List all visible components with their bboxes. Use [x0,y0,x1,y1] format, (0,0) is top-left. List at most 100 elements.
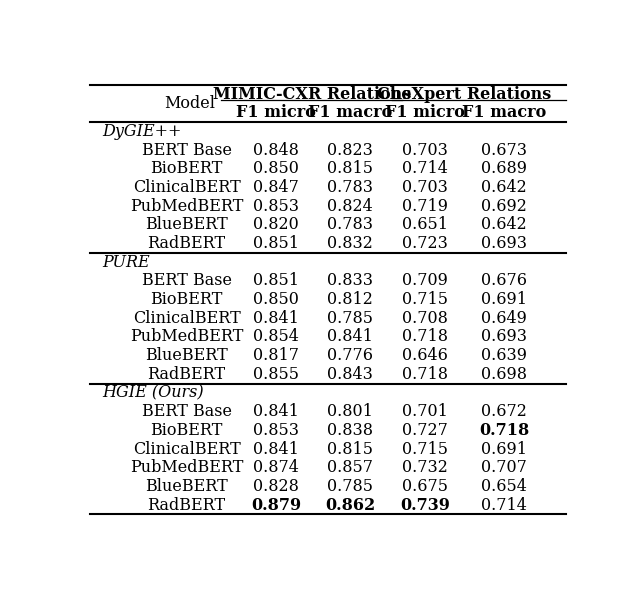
Text: MIMIC-CXR Relations: MIMIC-CXR Relations [213,86,412,103]
Text: DyGIE++: DyGIE++ [102,123,182,140]
Text: RadBERT: RadBERT [148,366,226,383]
Text: 0.853: 0.853 [253,422,299,439]
Text: 0.857: 0.857 [327,459,373,476]
Text: PubMedBERT: PubMedBERT [130,328,243,345]
Text: 0.691: 0.691 [481,441,527,458]
Text: 0.823: 0.823 [328,142,373,159]
Text: ClinicalBERT: ClinicalBERT [132,441,241,458]
Text: 0.783: 0.783 [327,179,373,196]
Text: PubMedBERT: PubMedBERT [130,198,243,215]
Text: 0.718: 0.718 [479,422,529,439]
Text: 0.862: 0.862 [325,497,376,514]
Text: 0.719: 0.719 [402,198,448,215]
Text: 0.642: 0.642 [481,179,527,196]
Text: 0.843: 0.843 [328,366,373,383]
Text: BioBERT: BioBERT [150,291,223,308]
Text: 0.698: 0.698 [481,366,527,383]
Text: F1 macro: F1 macro [308,104,392,121]
Text: BioBERT: BioBERT [150,161,223,178]
Text: 0.841: 0.841 [253,309,299,326]
Text: 0.874: 0.874 [253,459,299,476]
Text: 0.691: 0.691 [481,291,527,308]
Text: 0.672: 0.672 [481,403,527,420]
Text: PubMedBERT: PubMedBERT [130,459,243,476]
Text: CheXpert Relations: CheXpert Relations [377,86,552,103]
Text: 0.639: 0.639 [481,347,527,364]
Text: F1 macro: F1 macro [462,104,546,121]
Text: 0.708: 0.708 [402,309,447,326]
Text: 0.838: 0.838 [327,422,373,439]
Text: 0.718: 0.718 [402,366,448,383]
Text: 0.851: 0.851 [253,272,299,289]
Text: RadBERT: RadBERT [148,235,226,252]
Text: 0.841: 0.841 [328,328,373,345]
Text: BERT Base: BERT Base [141,142,232,159]
Text: 0.723: 0.723 [402,235,447,252]
Text: 0.785: 0.785 [327,309,373,326]
Text: 0.853: 0.853 [253,198,299,215]
Text: ClinicalBERT: ClinicalBERT [132,179,241,196]
Text: 0.727: 0.727 [402,422,447,439]
Text: 0.707: 0.707 [481,459,527,476]
Text: 0.709: 0.709 [402,272,447,289]
Text: 0.841: 0.841 [253,403,299,420]
Text: 0.703: 0.703 [402,142,447,159]
Text: 0.855: 0.855 [253,366,299,383]
Text: 0.714: 0.714 [481,497,527,514]
Text: 0.817: 0.817 [253,347,299,364]
Text: BioBERT: BioBERT [150,422,223,439]
Text: HGIE (Ours): HGIE (Ours) [102,384,204,401]
Text: BlueBERT: BlueBERT [145,216,228,233]
Text: BERT Base: BERT Base [141,403,232,420]
Text: F1 micro: F1 micro [236,104,316,121]
Text: 0.715: 0.715 [402,291,448,308]
Text: 0.854: 0.854 [253,328,299,345]
Text: 0.820: 0.820 [253,216,299,233]
Text: 0.675: 0.675 [402,478,448,495]
Text: Model: Model [164,95,216,112]
Text: 0.850: 0.850 [253,161,299,178]
Text: 0.812: 0.812 [328,291,373,308]
Text: 0.715: 0.715 [402,441,448,458]
Text: 0.654: 0.654 [481,478,527,495]
Text: 0.850: 0.850 [253,291,299,308]
Text: 0.693: 0.693 [481,328,527,345]
Text: BERT Base: BERT Base [141,272,232,289]
Text: 0.785: 0.785 [327,478,373,495]
Text: 0.847: 0.847 [253,179,299,196]
Text: 0.689: 0.689 [481,161,527,178]
Text: 0.776: 0.776 [327,347,373,364]
Text: RadBERT: RadBERT [148,497,226,514]
Text: 0.646: 0.646 [402,347,447,364]
Text: 0.815: 0.815 [327,441,373,458]
Text: 0.693: 0.693 [481,235,527,252]
Text: ClinicalBERT: ClinicalBERT [132,309,241,326]
Text: 0.642: 0.642 [481,216,527,233]
Text: 0.673: 0.673 [481,142,527,159]
Text: 0.828: 0.828 [253,478,299,495]
Text: 0.732: 0.732 [402,459,447,476]
Text: F1 micro: F1 micro [385,104,465,121]
Text: 0.815: 0.815 [327,161,373,178]
Text: 0.832: 0.832 [328,235,373,252]
Text: 0.824: 0.824 [328,198,373,215]
Text: 0.649: 0.649 [481,309,527,326]
Text: 0.848: 0.848 [253,142,299,159]
Text: 0.701: 0.701 [402,403,447,420]
Text: 0.851: 0.851 [253,235,299,252]
Text: 0.783: 0.783 [327,216,373,233]
Text: 0.833: 0.833 [327,272,373,289]
Text: PURE: PURE [102,254,150,271]
Text: 0.718: 0.718 [402,328,448,345]
Text: 0.714: 0.714 [402,161,447,178]
Text: BlueBERT: BlueBERT [145,478,228,495]
Text: 0.676: 0.676 [481,272,527,289]
Text: 0.879: 0.879 [251,497,301,514]
Text: BlueBERT: BlueBERT [145,347,228,364]
Text: 0.703: 0.703 [402,179,447,196]
Text: 0.841: 0.841 [253,441,299,458]
Text: 0.692: 0.692 [481,198,527,215]
Text: 0.739: 0.739 [400,497,450,514]
Text: 0.801: 0.801 [328,403,373,420]
Text: 0.651: 0.651 [402,216,448,233]
